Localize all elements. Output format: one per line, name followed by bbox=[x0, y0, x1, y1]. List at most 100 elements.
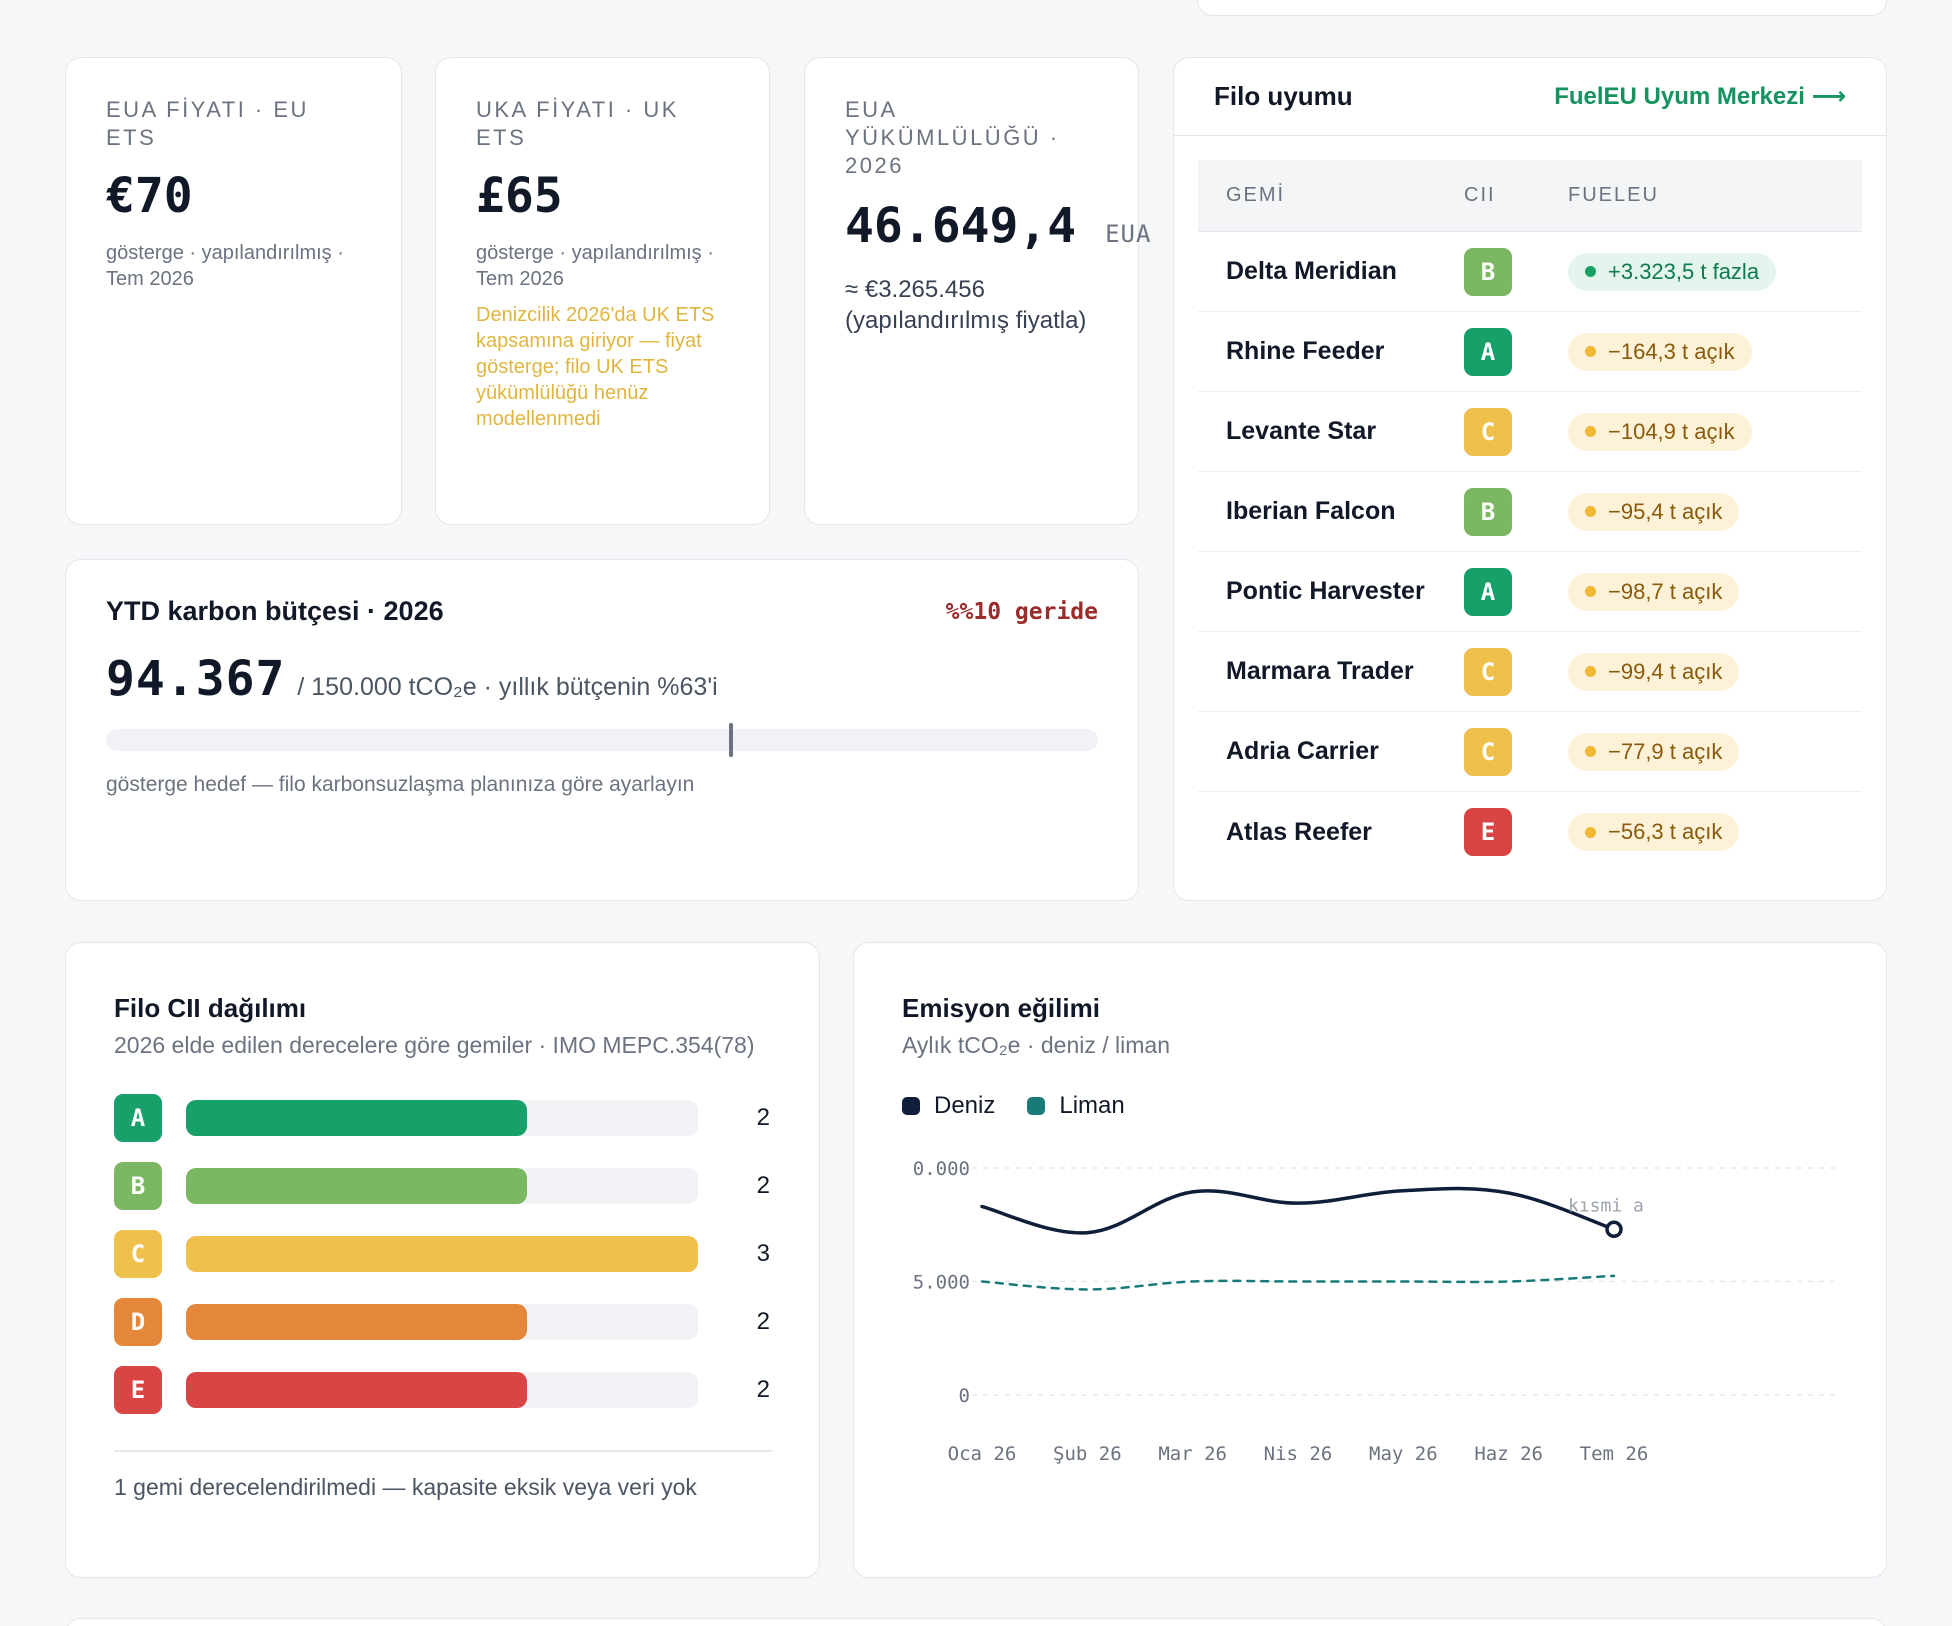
table-row[interactable]: Pontic Harvester A −98,7 t açık bbox=[1198, 552, 1862, 632]
cii-grade-badge: A bbox=[1464, 567, 1512, 616]
ship-name[interactable]: Atlas Reefer bbox=[1226, 817, 1372, 846]
y-tick-label: 5.000 bbox=[913, 1272, 970, 1294]
table-row[interactable]: Adria Carrier C −77,9 t açık bbox=[1198, 712, 1862, 792]
trend-subtitle: Aylık tCO₂e · deniz / liman bbox=[902, 1032, 1170, 1058]
emission-trend-chart: 0 5.000 0.000 Oca 26 Şub 26 Mar 26 Nis 26 May 2… bbox=[913, 1158, 1839, 1465]
kpi-label: UKA FİYATI · UK ETS bbox=[476, 97, 679, 150]
table-header: GEMİ CII FUELEU bbox=[1198, 160, 1862, 232]
status-dot bbox=[1585, 346, 1596, 357]
x-tick-label: Şub 26 bbox=[1053, 1443, 1122, 1465]
cii-bar-track bbox=[186, 1100, 698, 1136]
ytd-status-badge: %%10 geride bbox=[945, 598, 1098, 625]
cii-bar-track bbox=[186, 1168, 698, 1204]
ship-name[interactable]: Marmara Trader bbox=[1226, 657, 1414, 685]
series-line-liman bbox=[980, 1274, 1616, 1291]
column-header-cii[interactable]: CII bbox=[1464, 184, 1496, 206]
ytd-note: gösterge hedef — filo karbonsuzlaşma pla… bbox=[106, 773, 695, 796]
emission-trend-card: 0 5.000 0.000 Oca 26 Şub 26 Mar 26 Nis 26 May 2… bbox=[853, 942, 1887, 1578]
fueleu-value: −104,9 t açık bbox=[1608, 418, 1735, 444]
cii-count: 2 bbox=[756, 1104, 770, 1131]
cii-grade-badge: A bbox=[114, 1094, 162, 1142]
fleet-compliance-table: GEMİ CII FUELEU Delta Meridian B +3.323,5 … bbox=[1198, 160, 1862, 872]
fueleu-status-pill: −99,4 t açık bbox=[1568, 652, 1740, 691]
status-dot bbox=[1585, 826, 1596, 838]
fueleu-value: −164,3 t açık bbox=[1608, 338, 1735, 364]
ship-name[interactable]: Pontic Harvester bbox=[1226, 577, 1425, 605]
partial-card-top bbox=[1197, 0, 1887, 16]
cii-unrated-note: 1 gemi derecelendirilmedi — kapasite eks… bbox=[114, 1474, 697, 1500]
cii-grade-badge: B bbox=[1464, 487, 1512, 536]
kpi-sub: gösterge · yapılandırılmış · Tem 2026 bbox=[476, 242, 714, 290]
fueleu-value: −56,3 t açık bbox=[1608, 819, 1723, 844]
ship-name[interactable]: Delta Meridian bbox=[1226, 257, 1397, 285]
fueleu-status-pill: −104,9 t açık bbox=[1568, 412, 1752, 451]
ship-name[interactable]: Iberian Falcon bbox=[1226, 497, 1396, 525]
trend-title: Emisyon eğilimi bbox=[902, 993, 1100, 1023]
cii-title: Filo CII dağılımı bbox=[114, 993, 307, 1023]
legend-label: Deniz bbox=[934, 1092, 996, 1119]
column-header-fueleu[interactable]: FUELEU bbox=[1568, 184, 1659, 206]
kpi-value: 46.649,4 EUA bbox=[845, 196, 1150, 264]
legend-swatch bbox=[902, 1097, 920, 1115]
ship-name[interactable]: Levante Star bbox=[1226, 417, 1377, 445]
y-tick-label: 0 bbox=[959, 1385, 970, 1407]
table-row[interactable]: Atlas Reefer E −56,3 t açık bbox=[1198, 792, 1862, 872]
ship-name[interactable]: Adria Carrier bbox=[1226, 737, 1379, 765]
x-tick-label: Tem 26 bbox=[1580, 1443, 1649, 1465]
cii-count: 3 bbox=[756, 1240, 770, 1267]
kpi-card-eua-price: EUA FİYATI · EU ETS €70 gösterge · yapıl… bbox=[65, 57, 402, 525]
status-dot bbox=[1585, 426, 1596, 437]
cii-grade-badge: C bbox=[114, 1230, 162, 1278]
cii-bar-track bbox=[186, 1372, 698, 1408]
ship-name[interactable]: Rhine Feeder bbox=[1226, 337, 1385, 365]
kpi-value: £65 bbox=[476, 168, 563, 224]
kpi-label: EUA FİYATI · EU ETS bbox=[106, 97, 309, 150]
kpi-value-number: 46.649,4 bbox=[845, 198, 1077, 254]
cii-bar bbox=[186, 1236, 698, 1272]
fueleu-compliance-center-link[interactable]: FuelEU Uyum Merkezi ⟶ bbox=[1554, 83, 1846, 110]
data-point-partial[interactable] bbox=[1605, 1220, 1623, 1239]
fueleu-value: −99,4 t açık bbox=[1608, 658, 1723, 684]
table-row[interactable]: Levante Star C −104,9 t açık bbox=[1198, 392, 1862, 472]
legend-item-deniz[interactable]: Deniz bbox=[902, 1092, 995, 1120]
cii-grade-badge: D bbox=[114, 1298, 162, 1346]
status-dot bbox=[1585, 746, 1596, 757]
fueleu-status-pill: −56,3 t açık bbox=[1568, 813, 1740, 851]
table-row[interactable]: Rhine Feeder A −164,3 t açık bbox=[1198, 312, 1862, 392]
cii-bar bbox=[186, 1372, 528, 1408]
fueleu-status-pill: −95,4 t açık bbox=[1568, 492, 1740, 531]
status-dot bbox=[1585, 586, 1596, 597]
divider bbox=[114, 1450, 772, 1452]
cii-grade-badge: E bbox=[114, 1366, 162, 1414]
table-row[interactable]: Iberian Falcon B −95,4 t açık bbox=[1198, 472, 1862, 552]
fueleu-value: −95,4 t açık bbox=[1608, 498, 1723, 524]
cii-grade-badge: C bbox=[1464, 727, 1512, 776]
status-dot bbox=[1585, 506, 1596, 517]
series-line-deniz bbox=[980, 1186, 1616, 1235]
legend-swatch bbox=[1027, 1097, 1046, 1115]
cii-grade-badge: C bbox=[1464, 407, 1512, 456]
x-tick-label: Oca 26 bbox=[948, 1443, 1017, 1465]
ytd-value: 94.367 bbox=[106, 651, 286, 707]
fueleu-status-pill: −164,3 t açık bbox=[1568, 332, 1752, 371]
ytd-carbon-budget-card: YTD karbon bütçesi · 2026 %%10 geride 94… bbox=[65, 559, 1139, 901]
table-row[interactable]: Delta Meridian B +3.323,5 t fazla bbox=[1198, 232, 1862, 312]
cii-grade-badge: C bbox=[1464, 647, 1512, 696]
partial-month-annotation: kısmi a bbox=[1568, 1195, 1644, 1216]
legend-item-liman[interactable]: Liman bbox=[1027, 1092, 1125, 1120]
kpi-unit: EUA bbox=[1105, 220, 1152, 248]
kpi-warning-note: Denizcilik 2026'da UK ETS kapsamına giri… bbox=[476, 304, 715, 430]
fueleu-value: +3.323,5 t fazla bbox=[1608, 258, 1760, 284]
cii-distribution-card: Filo CII dağılımı 2026 elde edilen derec… bbox=[65, 942, 820, 1578]
ytd-progress-marker bbox=[728, 723, 733, 757]
legend-label: Liman bbox=[1059, 1092, 1125, 1119]
cii-grade-badge: B bbox=[114, 1162, 162, 1210]
column-header-ship[interactable]: GEMİ bbox=[1226, 184, 1286, 206]
table-row[interactable]: Marmara Trader C −99,4 t açık bbox=[1198, 632, 1862, 712]
x-tick-label: May 26 bbox=[1369, 1443, 1438, 1465]
fueleu-status-pill: −77,9 t açık bbox=[1568, 732, 1740, 771]
